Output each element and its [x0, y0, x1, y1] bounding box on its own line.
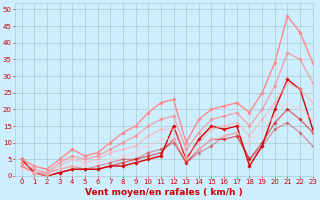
- X-axis label: Vent moyen/en rafales ( km/h ): Vent moyen/en rafales ( km/h ): [85, 188, 243, 197]
